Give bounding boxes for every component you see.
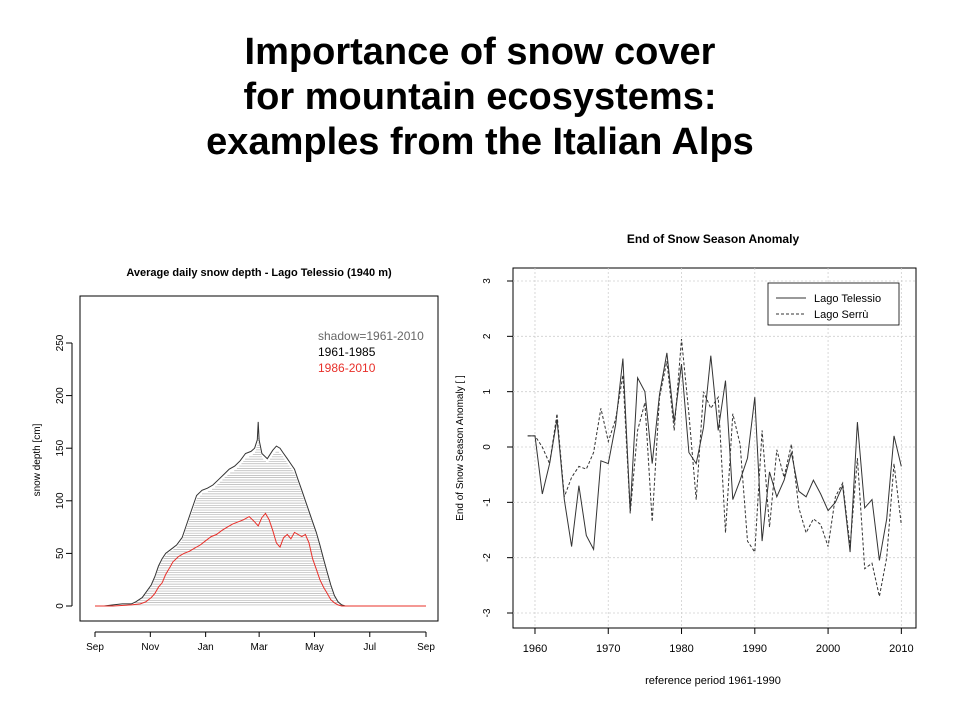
legend-shadow-label: shadow=1961-2010	[318, 329, 424, 343]
x-tick-label: 1980	[669, 643, 693, 655]
x-tick-label: Nov	[141, 642, 159, 653]
y-tick-label: 0	[55, 603, 66, 609]
anomaly-y-label: End of Snow Season Anomaly [ ]	[455, 375, 466, 521]
x-tick-label: May	[305, 642, 324, 653]
series-line-1961-1985	[95, 421, 426, 607]
slide-title-line-1: Importance of snow cover	[244, 31, 716, 73]
snow-depth-chart-title: Average daily snow depth - Lago Telessio…	[126, 267, 392, 279]
y-tick-label: 250	[55, 334, 66, 351]
y-tick-label: 3	[482, 278, 493, 284]
snow-depth-series	[95, 421, 426, 607]
y-tick-label: 150	[55, 439, 66, 456]
x-tick-label: 1990	[743, 643, 767, 655]
y-tick-label: 50	[55, 547, 66, 559]
slide-title: Importance of snow cover for mountain ec…	[0, 30, 960, 165]
y-tick-label: -2	[482, 553, 493, 562]
snow-depth-legend-box	[292, 322, 432, 382]
snow-depth-axes: Sep Nov Jan Mar May Jul Sep 0 50 100 150 200 250	[55, 334, 435, 653]
x-tick-label: 2010	[889, 643, 913, 655]
anomaly-legend: Lago Telessio Lago Serrù	[767, 282, 900, 326]
series-line-1986-2010	[95, 512, 426, 607]
x-tick-label: Jan	[198, 642, 214, 653]
snow-depth-y-label: snow depth [cm]	[32, 423, 43, 496]
y-tick-label: 200	[55, 387, 66, 404]
x-tick-label: 1960	[523, 643, 547, 655]
shadow-band	[131, 428, 342, 606]
series-line-Lago-Serr-	[527, 339, 902, 597]
slide-title-line-2: for mountain ecosystems:	[243, 76, 717, 118]
anomaly-series	[527, 339, 902, 597]
legend-serru-label: Lago Serrù	[814, 309, 868, 321]
y-tick-label: -3	[482, 608, 493, 617]
anomaly-chart-title: End of Snow Season Anomaly	[627, 232, 800, 246]
anomaly-chart: End of Snow Season Anomaly 1960 1970 1980 1…	[455, 232, 917, 687]
slide-title-line-3: examples from the Italian Alps	[206, 121, 754, 163]
x-tick-label: Mar	[251, 642, 269, 653]
anomaly-axes: 1960 1970 1980 1990 2000 2010 -3 -2 -1 0 1 2 3	[482, 278, 914, 655]
y-tick-label: -1	[482, 497, 493, 506]
y-tick-label: 1	[482, 388, 493, 394]
anomaly-x-label: reference period 1961-1990	[645, 675, 781, 687]
x-tick-label: 2000	[816, 643, 840, 655]
anomaly-legend-box	[767, 282, 900, 326]
snow-depth-legend: shadow=1961-2010 1961-1985 1986-2010	[292, 322, 432, 382]
snow-depth-chart: Average daily snow depth - Lago Telessio…	[32, 267, 439, 653]
legend-1986-2010-label: 1986-2010	[318, 361, 376, 375]
anomaly-plot-frame	[512, 267, 917, 629]
legend-1961-1985-label: 1961-1985	[318, 345, 376, 359]
x-tick-label: 1970	[596, 643, 620, 655]
x-tick-label: Sep	[417, 642, 435, 653]
y-tick-label: 100	[55, 492, 66, 509]
y-tick-label: 2	[482, 333, 493, 339]
x-tick-label: Jul	[363, 642, 376, 653]
series-line-Lago-Telessio	[527, 352, 902, 561]
x-tick-label: Sep	[86, 642, 104, 653]
legend-telessio-label: Lago Telessio	[814, 293, 881, 305]
y-tick-label: 0	[482, 444, 493, 450]
